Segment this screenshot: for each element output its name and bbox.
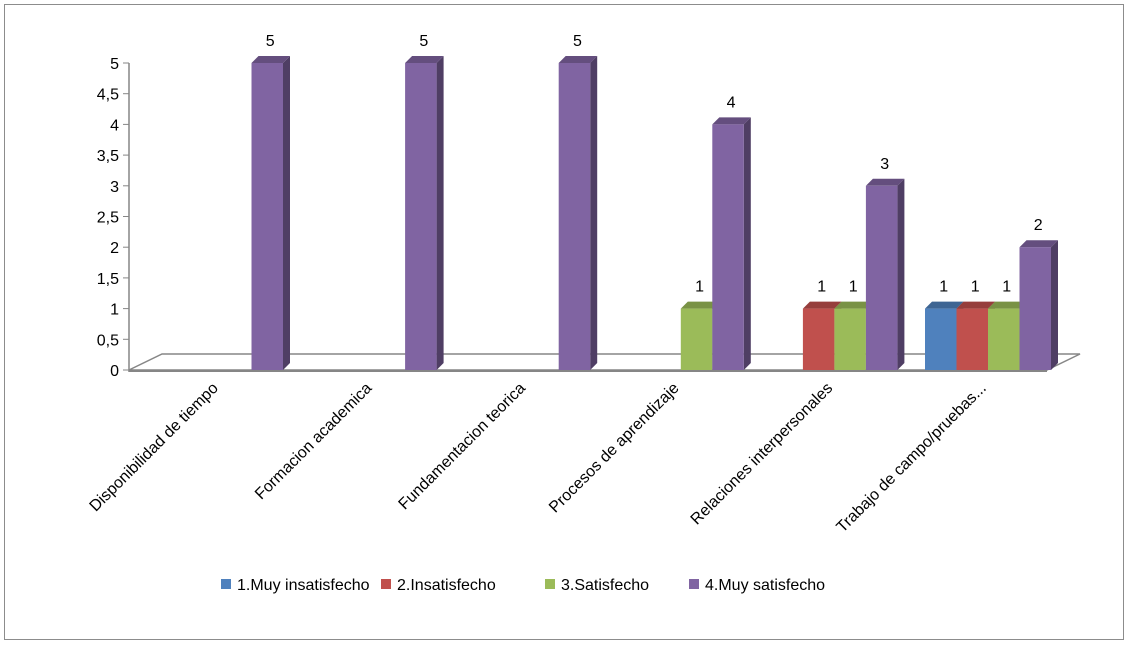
bar: [251, 56, 290, 370]
bar: [712, 117, 751, 371]
y-tick-label: 2,5: [97, 210, 119, 227]
y-axis: 0 0,5 1 1,5 2 2,5 3 3,5 4 4,5 5: [97, 56, 130, 380]
bar-side: [743, 117, 751, 371]
x-category-label: Trabajo de campo/pruebas...: [834, 380, 990, 536]
bar-top: [802, 301, 842, 309]
legend-item: 4.Muy satisfecho: [689, 577, 825, 594]
bar-side: [897, 178, 905, 370]
y-tick-label: 5: [110, 56, 119, 73]
legend-swatch: [689, 579, 699, 589]
bar: [865, 178, 905, 370]
data-label: 4: [727, 94, 736, 111]
bar-chart: 0 0,5 1 1,5 2 2,5 3 3,5 4 4,5 5 5 5 5 1 4 1 1 3 1 1 1 2 Dispo…: [87, 33, 1081, 594]
data-label: 1: [695, 279, 704, 296]
data-label: 5: [419, 33, 428, 50]
legend-item: 3.Satisfecho: [545, 577, 649, 594]
data-label: 1: [1002, 279, 1011, 296]
bar-top: [865, 178, 905, 186]
bar: [558, 56, 598, 370]
x-axis-categories: Disponibilidad de tiempo Formacion academ…: [87, 380, 990, 536]
data-label: 1: [971, 279, 980, 296]
data-label: 1: [817, 279, 826, 296]
bars: [251, 56, 1058, 371]
bar-front: [834, 308, 866, 370]
bar-top: [680, 301, 720, 309]
bar-top: [251, 56, 290, 63]
bar-front: [558, 63, 591, 370]
bar-front: [802, 308, 835, 370]
bar-front: [1019, 247, 1051, 370]
bar: [925, 301, 964, 370]
bar-top: [925, 301, 964, 309]
data-label: 3: [880, 156, 889, 173]
x-category-label: Procesos de aprendizaje: [546, 380, 683, 517]
bar-front: [865, 185, 898, 370]
data-label: 1: [939, 279, 948, 296]
bar-top: [988, 301, 1027, 309]
bar-front: [680, 308, 713, 370]
bar-top: [1019, 240, 1058, 248]
data-label: 1: [849, 279, 858, 296]
x-category-label: Fundamentacion teorica: [396, 380, 529, 513]
y-tick-label: 4,5: [97, 87, 119, 104]
legend-swatch: [545, 579, 555, 589]
bar-top: [405, 56, 444, 63]
y-tick-label: 0: [110, 363, 119, 380]
bar-front: [925, 308, 957, 370]
y-tick-label: 0,5: [97, 332, 119, 349]
bar-side: [283, 56, 290, 370]
bar: [405, 56, 444, 370]
y-tick-label: 2: [110, 240, 119, 257]
x-category-label: Disponibilidad de tiempo: [87, 380, 222, 515]
y-tick-label: 3,5: [97, 148, 119, 165]
bar-front: [405, 63, 437, 370]
y-tick-label: 1: [110, 302, 119, 319]
data-label: 5: [266, 33, 275, 50]
bar-front: [251, 63, 283, 370]
legend-swatch: [221, 579, 231, 589]
bar-front: [712, 124, 744, 371]
legend-label: 1.Muy insatisfecho: [237, 577, 370, 594]
bar: [1019, 240, 1058, 370]
x-category-label: Formacion academica: [252, 380, 375, 503]
bar-top: [834, 301, 873, 309]
bar-top: [956, 301, 995, 309]
y-tick-label: 1,5: [97, 271, 119, 288]
legend-label: 4.Muy satisfecho: [705, 577, 825, 594]
legend-label: 3.Satisfecho: [561, 577, 649, 594]
bar-front: [988, 308, 1020, 370]
bar-top: [712, 117, 751, 125]
legend-item: 1.Muy insatisfecho: [221, 577, 370, 594]
chart-frame: 0 0,5 1 1,5 2 2,5 3 3,5 4 4,5 5 5 5 5 1 4 1 1 3 1 1 1 2 Dispo…: [4, 4, 1124, 640]
bar-front: [956, 308, 988, 370]
legend-label: 2.Insatisfecho: [397, 577, 496, 594]
bar-side: [1051, 240, 1058, 370]
data-label: 5: [573, 33, 582, 50]
bar-top: [558, 56, 598, 63]
y-tick-label: 3: [110, 179, 119, 196]
legend-swatch: [381, 579, 391, 589]
bar-side: [590, 56, 598, 370]
data-label: 2: [1034, 217, 1043, 234]
bar-side: [436, 56, 444, 370]
x-category-label: Relaciones interpersonales: [688, 380, 836, 528]
bar: [802, 301, 842, 370]
legend: 1.Muy insatisfecho 2.Insatisfecho 3.Satisf…: [221, 577, 825, 594]
y-tick-label: 4: [110, 117, 119, 134]
legend-item: 2.Insatisfecho: [381, 577, 496, 594]
data-labels: 5 5 5 1 4 1 1 3 1 1 1 2: [266, 33, 1043, 296]
